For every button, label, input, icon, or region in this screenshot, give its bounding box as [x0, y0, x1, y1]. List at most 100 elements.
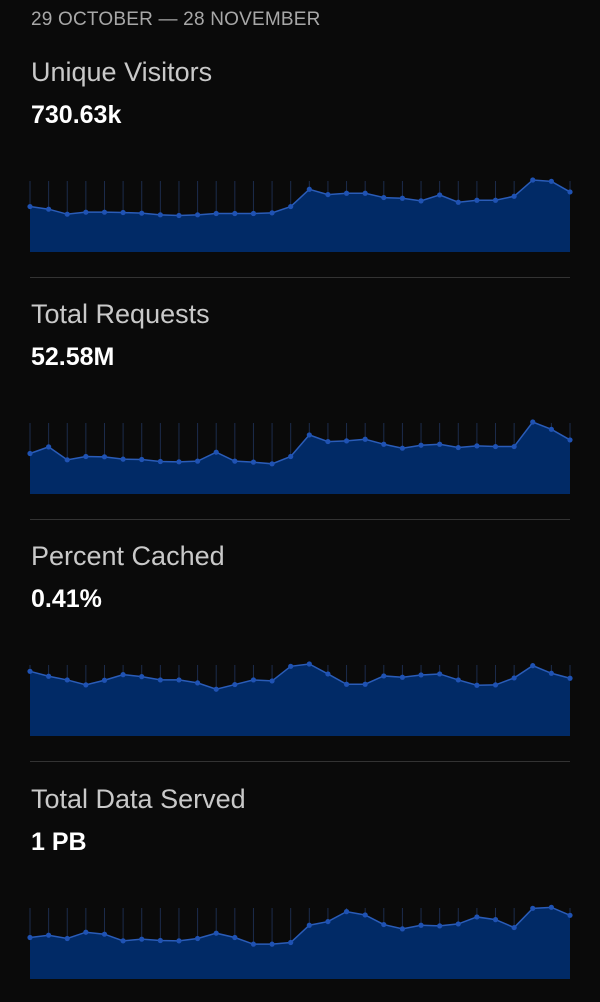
data-point[interactable]	[269, 461, 275, 467]
data-point[interactable]	[474, 443, 480, 449]
data-point[interactable]	[269, 210, 275, 216]
data-point[interactable]	[176, 938, 182, 944]
data-point[interactable]	[381, 194, 387, 201]
data-point[interactable]	[306, 661, 312, 667]
data-point[interactable]	[120, 209, 126, 216]
data-point[interactable]	[157, 458, 163, 465]
data-point[interactable]	[362, 190, 368, 196]
data-point[interactable]	[474, 197, 480, 203]
data-point[interactable]	[269, 678, 275, 684]
data-point[interactable]	[27, 203, 33, 210]
data-point[interactable]	[157, 212, 163, 218]
data-point[interactable]	[418, 922, 424, 928]
data-point[interactable]	[306, 922, 312, 928]
data-point[interactable]	[157, 677, 163, 683]
data-point[interactable]	[511, 193, 517, 199]
data-point[interactable]	[343, 681, 350, 687]
data-point[interactable]	[139, 210, 145, 216]
data-point[interactable]	[343, 190, 350, 196]
data-point[interactable]	[232, 934, 238, 941]
data-point[interactable]	[83, 209, 89, 215]
data-point[interactable]	[139, 936, 145, 942]
data-point[interactable]	[250, 210, 257, 217]
data-point[interactable]	[437, 441, 443, 447]
data-point[interactable]	[288, 939, 294, 946]
data-point[interactable]	[46, 932, 52, 938]
data-point[interactable]	[492, 197, 499, 203]
data-point[interactable]	[399, 926, 406, 932]
data-point[interactable]	[27, 668, 33, 674]
data-point[interactable]	[511, 443, 517, 450]
data-point[interactable]	[492, 443, 499, 450]
data-point[interactable]	[288, 453, 294, 460]
data-point[interactable]	[288, 663, 294, 669]
data-point[interactable]	[437, 671, 443, 677]
data-point[interactable]	[213, 210, 219, 217]
data-point[interactable]	[101, 931, 108, 937]
data-point[interactable]	[455, 199, 461, 205]
data-point[interactable]	[306, 186, 312, 192]
data-point[interactable]	[418, 672, 424, 678]
data-point[interactable]	[474, 682, 480, 688]
data-point[interactable]	[194, 458, 201, 464]
data-point[interactable]	[83, 929, 89, 935]
data-point[interactable]	[213, 930, 219, 936]
sparkline-chart[interactable]	[20, 170, 580, 260]
data-point[interactable]	[530, 177, 536, 183]
data-point[interactable]	[176, 677, 182, 683]
data-point[interactable]	[139, 456, 145, 463]
data-point[interactable]	[511, 924, 517, 931]
data-point[interactable]	[194, 935, 201, 942]
data-point[interactable]	[46, 673, 52, 679]
data-point[interactable]	[250, 677, 257, 683]
data-point[interactable]	[232, 210, 238, 217]
data-point[interactable]	[492, 682, 499, 688]
data-point[interactable]	[176, 212, 182, 219]
data-point[interactable]	[418, 442, 424, 448]
data-point[interactable]	[530, 663, 536, 669]
data-point[interactable]	[455, 677, 461, 683]
data-point[interactable]	[399, 445, 406, 451]
data-point[interactable]	[343, 909, 350, 915]
data-point[interactable]	[343, 438, 350, 444]
data-point[interactable]	[101, 677, 108, 683]
data-point[interactable]	[548, 426, 554, 432]
data-point[interactable]	[381, 673, 387, 679]
data-point[interactable]	[27, 450, 33, 457]
data-point[interactable]	[325, 918, 331, 925]
data-point[interactable]	[27, 934, 33, 941]
data-point[interactable]	[232, 681, 238, 688]
data-point[interactable]	[548, 178, 554, 184]
data-point[interactable]	[567, 437, 573, 443]
data-point[interactable]	[64, 211, 70, 217]
data-point[interactable]	[455, 444, 461, 451]
data-point[interactable]	[362, 436, 368, 442]
data-point[interactable]	[381, 441, 387, 447]
data-point[interactable]	[455, 921, 461, 927]
data-point[interactable]	[46, 206, 52, 212]
data-point[interactable]	[381, 921, 387, 928]
data-point[interactable]	[362, 681, 368, 687]
data-point[interactable]	[362, 912, 368, 918]
data-point[interactable]	[120, 456, 126, 462]
data-point[interactable]	[139, 674, 145, 680]
data-point[interactable]	[437, 923, 443, 929]
data-point[interactable]	[418, 198, 424, 204]
data-point[interactable]	[64, 677, 70, 683]
data-point[interactable]	[101, 454, 108, 460]
data-point[interactable]	[101, 209, 108, 215]
sparkline-chart[interactable]	[20, 412, 580, 502]
data-point[interactable]	[306, 432, 312, 438]
data-point[interactable]	[176, 459, 182, 465]
data-point[interactable]	[325, 438, 331, 445]
data-point[interactable]	[399, 674, 406, 680]
data-point[interactable]	[194, 212, 201, 218]
data-point[interactable]	[325, 671, 331, 677]
data-point[interactable]	[492, 917, 499, 923]
data-point[interactable]	[120, 672, 126, 678]
sparkline-chart[interactable]	[20, 654, 580, 744]
data-point[interactable]	[325, 191, 331, 198]
data-point[interactable]	[46, 444, 52, 450]
data-point[interactable]	[567, 912, 573, 918]
data-point[interactable]	[232, 458, 238, 464]
